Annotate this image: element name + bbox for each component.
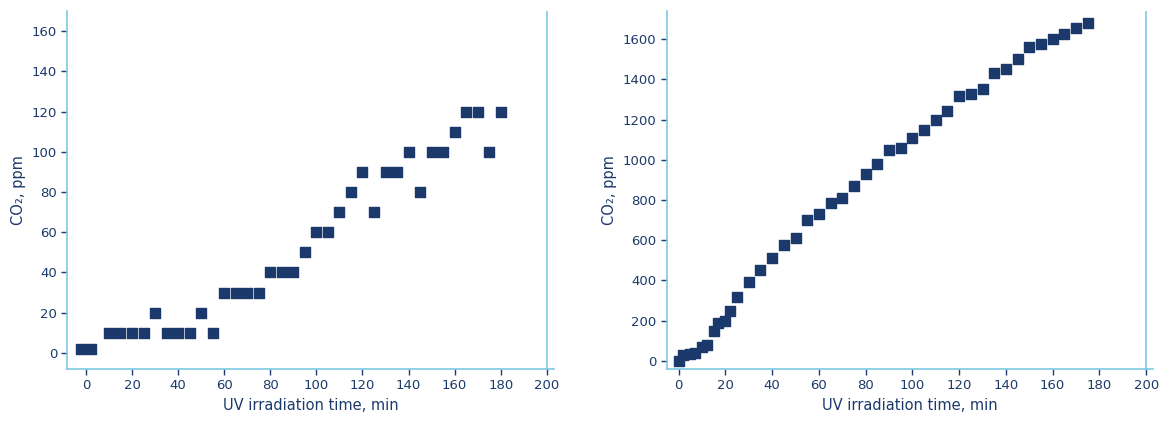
- Point: [1078, 20, 1097, 27]
- Point: [809, 211, 828, 218]
- Point: [433, 148, 452, 155]
- Point: [821, 200, 840, 206]
- Point: [1008, 56, 1027, 63]
- Point: [774, 242, 793, 249]
- Point: [71, 346, 90, 352]
- Point: [938, 107, 957, 114]
- Point: [844, 183, 863, 190]
- Point: [856, 170, 875, 177]
- Point: [708, 319, 727, 326]
- Point: [997, 66, 1015, 73]
- Point: [135, 329, 153, 336]
- Point: [411, 189, 430, 195]
- Point: [123, 329, 142, 336]
- Point: [915, 126, 933, 133]
- Point: [739, 279, 758, 286]
- Point: [169, 329, 187, 336]
- Point: [692, 343, 711, 350]
- Point: [727, 293, 746, 300]
- Point: [1043, 36, 1062, 43]
- Point: [715, 317, 734, 324]
- Point: [480, 148, 499, 155]
- Point: [985, 70, 1004, 77]
- Point: [295, 249, 314, 256]
- Point: [879, 146, 898, 153]
- Point: [1067, 25, 1086, 32]
- Point: [388, 168, 406, 175]
- Y-axis label: CO₂, ppm: CO₂, ppm: [11, 155, 26, 225]
- Point: [868, 161, 886, 167]
- Point: [973, 85, 992, 92]
- Point: [961, 90, 980, 97]
- Point: [226, 289, 245, 296]
- Point: [157, 329, 176, 336]
- Point: [214, 289, 233, 296]
- Point: [833, 195, 851, 201]
- Point: [399, 148, 418, 155]
- Point: [673, 351, 692, 358]
- Point: [307, 229, 326, 236]
- Point: [192, 309, 211, 316]
- Point: [273, 269, 292, 276]
- Point: [261, 269, 280, 276]
- Point: [319, 229, 337, 236]
- Point: [457, 108, 475, 115]
- Point: [950, 92, 968, 99]
- Point: [330, 209, 349, 215]
- Point: [670, 357, 689, 364]
- Point: [786, 235, 804, 242]
- Point: [342, 189, 361, 195]
- Point: [1020, 44, 1039, 51]
- Point: [468, 108, 487, 115]
- Point: [364, 209, 383, 215]
- Point: [238, 289, 256, 296]
- Point: [180, 329, 199, 336]
- Point: [100, 329, 118, 336]
- Point: [445, 128, 464, 135]
- Point: [704, 327, 723, 334]
- Point: [926, 116, 945, 123]
- Point: [903, 134, 922, 141]
- Point: [697, 341, 715, 348]
- Point: [1032, 41, 1050, 47]
- Point: [354, 168, 372, 175]
- Point: [751, 267, 769, 274]
- X-axis label: UV irradiation time, min: UV irradiation time, min: [822, 398, 998, 413]
- Y-axis label: CO₂, ppm: CO₂, ppm: [602, 155, 617, 225]
- Point: [685, 349, 704, 356]
- Point: [492, 108, 511, 115]
- Point: [1055, 31, 1074, 38]
- X-axis label: UV irradiation time, min: UV irradiation time, min: [222, 398, 398, 413]
- Point: [891, 145, 910, 151]
- Point: [797, 217, 816, 223]
- Point: [111, 329, 130, 336]
- Point: [249, 289, 268, 296]
- Point: [762, 255, 781, 262]
- Point: [145, 309, 164, 316]
- Point: [81, 346, 100, 352]
- Point: [720, 307, 739, 314]
- Point: [680, 351, 699, 357]
- Point: [423, 148, 441, 155]
- Point: [204, 329, 222, 336]
- Point: [376, 168, 395, 175]
- Point: [283, 269, 302, 276]
